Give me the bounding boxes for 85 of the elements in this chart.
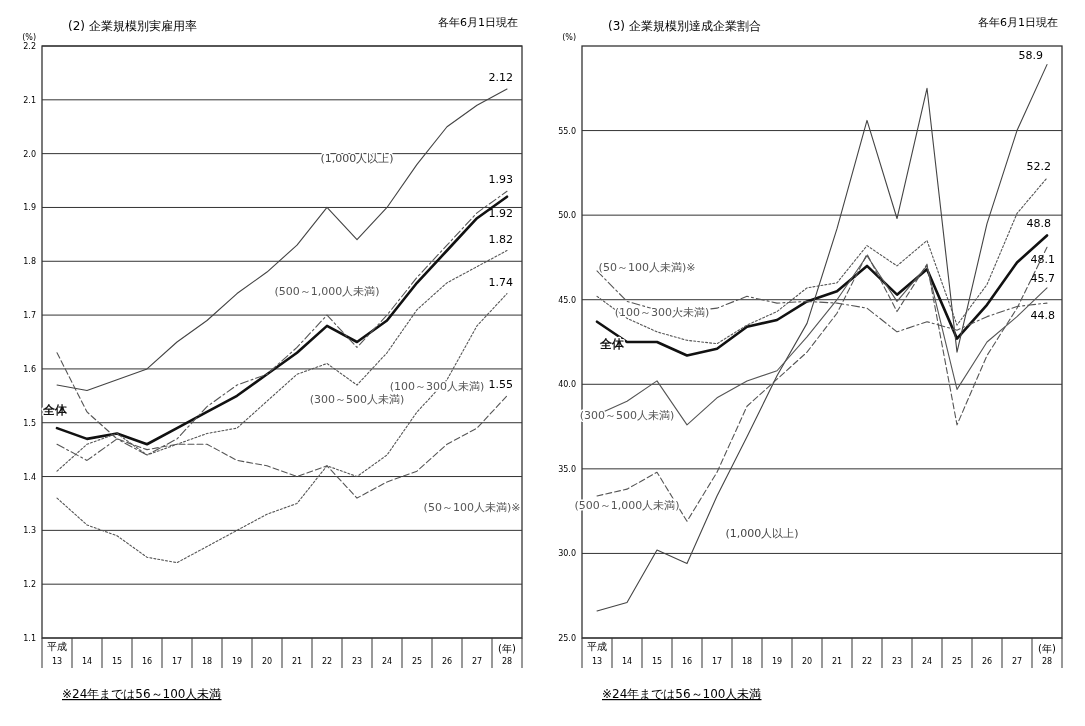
y-tick-label: 50.0 — [558, 211, 576, 221]
series-label: 全体 — [42, 403, 68, 418]
y-tick-label: 1.2 — [23, 580, 36, 590]
y-tick-label: 1.3 — [23, 526, 36, 536]
x-tick-label: 24 — [381, 657, 393, 666]
text: ※24年までは56～100人未満 — [62, 687, 222, 701]
y-tick-label: 1.1 — [23, 634, 36, 643]
x-tick-label: 17 — [171, 657, 183, 666]
y-tick-label: 2.0 — [23, 149, 36, 159]
y-tick-label: 1.7 — [23, 311, 36, 321]
text: 平成 — [587, 641, 607, 652]
x-tick-label: 26 — [981, 657, 993, 666]
series-label: (100～300人未満) — [614, 305, 710, 319]
x-tick-label: 15 — [111, 657, 123, 666]
text: (年) — [498, 643, 516, 654]
x-tick-label: 16 — [681, 657, 693, 666]
chart-subtitle: 各年6月1日現在 — [438, 16, 518, 29]
y-tick-label: 2.1 — [23, 95, 36, 105]
x-tick-label: 24 — [921, 657, 933, 666]
series-label: (100～300人未満) — [389, 379, 485, 393]
x-tick-label: 28 — [1041, 657, 1053, 666]
data-label: 45.7 — [1030, 271, 1055, 285]
data-label: 1.82 — [488, 232, 513, 246]
series-label: (500～1,000人未満) — [274, 285, 380, 299]
series-label: (50～100人未満)※ — [598, 261, 696, 275]
data-label: 52.2 — [1026, 159, 1051, 173]
chart-title: (2) 企業規模別実雇用率 — [68, 19, 197, 33]
x-tick-label: 26 — [441, 657, 453, 666]
y-tick-label: 25.0 — [558, 634, 576, 643]
x-tick-label: 21 — [291, 657, 303, 666]
series-label: (1,000人以上) — [725, 526, 799, 540]
data-label: 48.8 — [1026, 217, 1051, 231]
chart-title: (3) 企業規模別達成企業割合 — [608, 19, 761, 33]
x-tick-label: 15 — [651, 657, 663, 666]
x-tick-label: 25 — [951, 657, 963, 666]
text: 平成 — [47, 641, 67, 652]
x-tick-label: 23 — [351, 657, 363, 666]
y-tick-label: 45.0 — [558, 295, 576, 305]
series-label: (300～500人未満) — [309, 393, 405, 407]
x-tick-label: 19 — [771, 657, 783, 666]
data-label: 1.92 — [488, 206, 513, 220]
data-label: 1.74 — [488, 275, 513, 289]
x-tick-label: 27 — [471, 657, 483, 666]
x-tick-label: 22 — [861, 657, 873, 666]
x-tick-label: 16 — [141, 657, 153, 666]
x-tick-label: 25 — [411, 657, 423, 666]
y-tick-label: 1.6 — [23, 364, 36, 374]
series-label: 全体 — [599, 336, 625, 351]
x-tick-label: 13 — [591, 657, 603, 666]
y-tick-label: 55.0 — [558, 126, 576, 136]
x-tick-label: 20 — [801, 657, 813, 666]
y-tick-label: 1.4 — [23, 472, 36, 482]
text: (年) — [1038, 643, 1056, 654]
y-tick-label: 1.5 — [23, 418, 36, 428]
x-tick-label: 13 — [51, 657, 63, 666]
text: ※24年までは56～100人未満 — [602, 687, 762, 701]
x-tick-label: 27 — [1011, 657, 1023, 666]
y-tick-label: 1.9 — [23, 203, 36, 213]
x-tick-label: 19 — [231, 657, 243, 666]
y-axis-title: (%) — [562, 33, 576, 42]
x-tick-label: 18 — [201, 657, 213, 666]
y-axis-title: (%) — [22, 33, 36, 42]
data-label: 2.12 — [488, 71, 513, 85]
data-label: 1.93 — [488, 173, 513, 187]
chart-subtitle: 各年6月1日現在 — [978, 16, 1058, 29]
x-tick-label: 28 — [501, 657, 513, 666]
y-tick-label: 40.0 — [558, 380, 576, 390]
x-tick-label: 23 — [891, 657, 903, 666]
x-tick-label: 17 — [711, 657, 723, 666]
data-label: 1.55 — [488, 377, 513, 391]
text: (50～100人未満)※ — [423, 501, 521, 515]
y-tick-label: 2.2 — [23, 42, 36, 51]
x-tick-label: 18 — [741, 657, 753, 666]
y-tick-label: 30.0 — [558, 549, 576, 559]
y-tick-label: 35.0 — [558, 464, 576, 474]
x-tick-label: 21 — [831, 657, 843, 666]
y-tick-label: 1.8 — [23, 257, 36, 267]
series-label: (1,000人以上) — [320, 151, 394, 165]
x-tick-label: 20 — [261, 657, 273, 666]
data-label: 58.9 — [1018, 48, 1043, 62]
data-label: 44.8 — [1030, 309, 1055, 323]
x-tick-label: 14 — [81, 657, 93, 666]
data-label: 48.1 — [1030, 253, 1055, 267]
x-tick-label: 22 — [321, 657, 333, 666]
x-tick-label: 14 — [621, 657, 633, 666]
